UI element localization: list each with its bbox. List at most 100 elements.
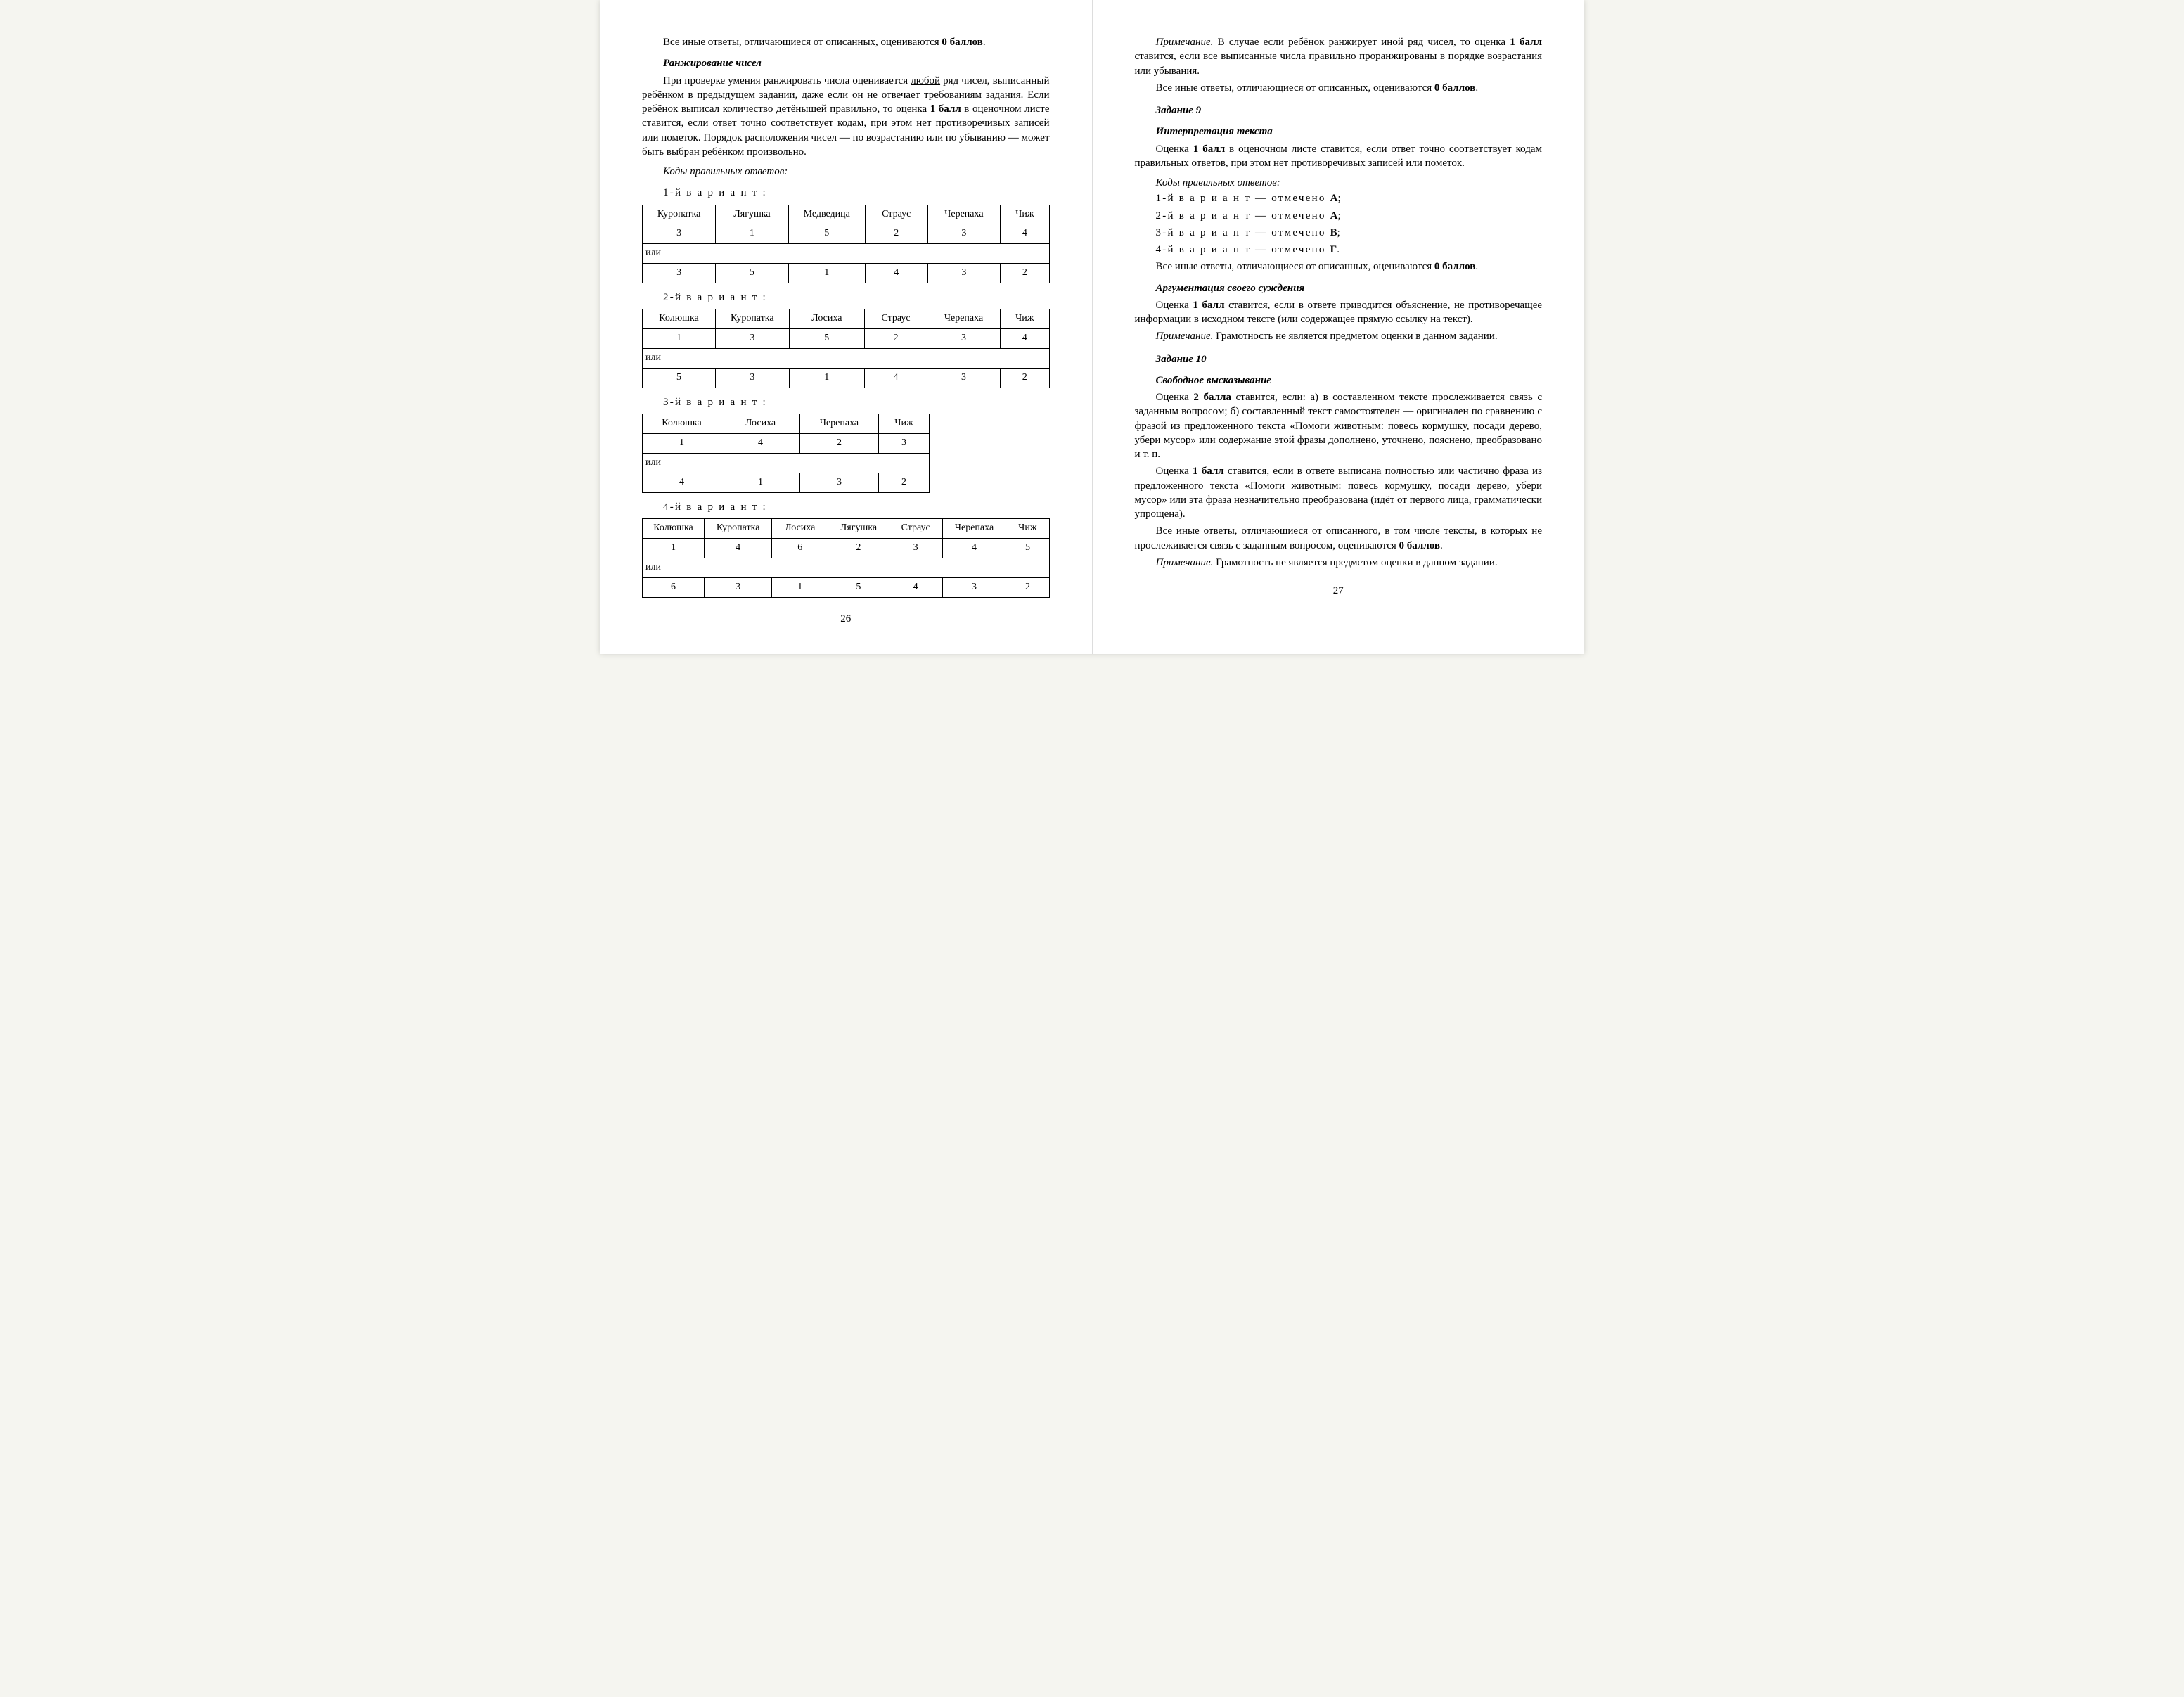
text: Оценка <box>1156 392 1194 403</box>
section-interpretation-title: Интерпретация текста <box>1156 124 1543 139</box>
td: 2 <box>879 473 930 492</box>
score-1: 1 балл <box>1193 300 1224 311</box>
word-any: любой <box>911 75 940 87</box>
td: 3 <box>716 329 790 349</box>
word-all: все <box>1203 51 1218 62</box>
td: 3 <box>942 577 1006 597</box>
table-variant-3: Колюшка Лосиха Черепаха Чиж 1 4 2 3 или … <box>642 414 930 493</box>
text: Все иные ответы, отличающиеся от описанн… <box>1156 82 1434 94</box>
th: Черепаха <box>942 518 1006 538</box>
page-26: Все иные ответы, отличающиеся от описанн… <box>600 0 1093 654</box>
answer-v2: 2-й в а р и а н т — отмечено А; <box>1156 209 1543 223</box>
table-row: 1 4 2 3 <box>643 434 930 454</box>
td: 4 <box>865 368 927 388</box>
section-argument-title: Аргументация своего суждения <box>1156 281 1543 295</box>
th: Чиж <box>1001 309 1050 329</box>
td: 3 <box>800 473 879 492</box>
score-0: 0 баллов <box>1434 82 1475 94</box>
td: 1 <box>716 224 788 244</box>
section-ranking-title: Ранжирование чисел <box>663 56 1050 70</box>
note-2: Примечание. Грамотность не является пред… <box>1135 329 1543 343</box>
th: Черепаха <box>927 309 1001 329</box>
th: Лосиха <box>789 309 864 329</box>
td: 4 <box>1001 224 1049 244</box>
score-1: 1 балл <box>1510 37 1542 48</box>
th: Страус <box>889 518 942 538</box>
score-1: 1 балл <box>1193 466 1224 477</box>
table-variant-1: Куропатка Лягушка Медведица Страус Череп… <box>642 205 1050 284</box>
td: 2 <box>800 434 879 454</box>
or-cell: или <box>643 349 1050 369</box>
answer-letter: Г <box>1330 244 1337 255</box>
td: 1 <box>643 434 721 454</box>
text: 2-й в а р и а н т : <box>663 292 767 303</box>
or-cell: или <box>643 453 930 473</box>
td: 3 <box>643 224 716 244</box>
table-row: 1 4 6 2 3 4 5 <box>643 538 1050 558</box>
task-10-title: Задание 10 <box>1156 352 1543 366</box>
note-3: Примечание. Грамотность не является пред… <box>1135 556 1543 570</box>
td: 4 <box>942 538 1006 558</box>
th: Лосиха <box>721 414 800 434</box>
score-0: 0 баллов <box>942 37 982 48</box>
th: Колюшка <box>643 309 716 329</box>
score-0: 0 баллов <box>1399 540 1440 551</box>
variant-4-label: 4-й в а р и а н т : <box>663 500 1050 514</box>
td: 1 <box>643 329 716 349</box>
td: 5 <box>789 329 864 349</box>
para-other-answers: Все иные ответы, отличающиеся от описанн… <box>642 35 1050 49</box>
variant-2-label: 2-й в а р и а н т : <box>663 290 1050 305</box>
td: 3 <box>927 264 1001 283</box>
td: 3 <box>927 368 1001 388</box>
para-10-1: Оценка 2 балла ставится, если: а) в сост… <box>1135 390 1543 461</box>
table-row-or: или <box>643 558 1050 577</box>
td: 3 <box>927 329 1001 349</box>
text: Грамотность не является предметом оценки… <box>1213 331 1497 342</box>
para-ranking-desc: При проверке умения ранжировать числа оц… <box>642 74 1050 160</box>
answer-v3: 3-й в а р и а н т — отмечено В; <box>1156 226 1543 240</box>
variant-1-label: 1-й в а р и а н т : <box>663 186 1050 200</box>
td: 4 <box>1001 329 1050 349</box>
variant-text: 3-й в а р и а н т — отмечено <box>1156 227 1330 238</box>
text: 1-й в а р и а н т : <box>663 187 767 198</box>
para-other-answers: Все иные ответы, отличающиеся от описанн… <box>1135 81 1543 95</box>
th: Лосиха <box>772 518 828 538</box>
table-row: 1 3 5 2 3 4 <box>643 329 1050 349</box>
table-row-or: или <box>643 349 1050 369</box>
or-cell: или <box>643 244 1050 264</box>
th: Чиж <box>1006 518 1049 538</box>
th: Чиж <box>1001 205 1049 224</box>
note-label: Примечание. <box>1156 331 1214 342</box>
td: 2 <box>828 538 889 558</box>
th: Черепаха <box>800 414 879 434</box>
text: Оценка <box>1156 143 1193 155</box>
text: 4-й в а р и а н т : <box>663 501 767 513</box>
codes-title-9: Коды правильных ответов: <box>1156 176 1543 190</box>
note-1: Примечание. В случае если ребёнок ранжир… <box>1135 35 1543 78</box>
text: Грамотность не является предметом оценки… <box>1213 557 1497 568</box>
table-row-or: или <box>643 244 1050 264</box>
answer-v1: 1-й в а р и а н т — отмечено А; <box>1156 191 1543 205</box>
note-label: Примечание. <box>1156 557 1214 568</box>
page-spread: Все иные ответы, отличающиеся от описанн… <box>600 0 1584 654</box>
score-1: 1 балл <box>1193 143 1225 155</box>
table-variant-2: Колюшка Куропатка Лосиха Страус Черепаха… <box>642 309 1050 388</box>
para-10-other: Все иные ответы, отличающиеся от описанн… <box>1135 524 1543 553</box>
table-row: 6 3 1 5 4 3 2 <box>643 577 1050 597</box>
score-2: 2 балла <box>1193 392 1231 403</box>
th: Лягушка <box>716 205 788 224</box>
page-number: 27 <box>1135 584 1543 598</box>
table-row: 3 1 5 2 3 4 <box>643 224 1050 244</box>
task-9-title: Задание 9 <box>1156 103 1543 117</box>
text: Все иные ответы, отличающиеся от описанн… <box>663 37 942 48</box>
codes-title: Коды правильных ответов: <box>663 165 1050 179</box>
note-label: Примечание. <box>1156 37 1214 48</box>
th: Медведица <box>788 205 865 224</box>
text: Оценка <box>1156 300 1193 311</box>
td: 6 <box>772 538 828 558</box>
td: 3 <box>879 434 930 454</box>
table-row: 4 1 3 2 <box>643 473 930 492</box>
text: Оценка <box>1156 466 1193 477</box>
variant-3-label: 3-й в а р и а н т : <box>663 395 1050 409</box>
text: При проверке умения ранжировать числа оц… <box>663 75 911 87</box>
